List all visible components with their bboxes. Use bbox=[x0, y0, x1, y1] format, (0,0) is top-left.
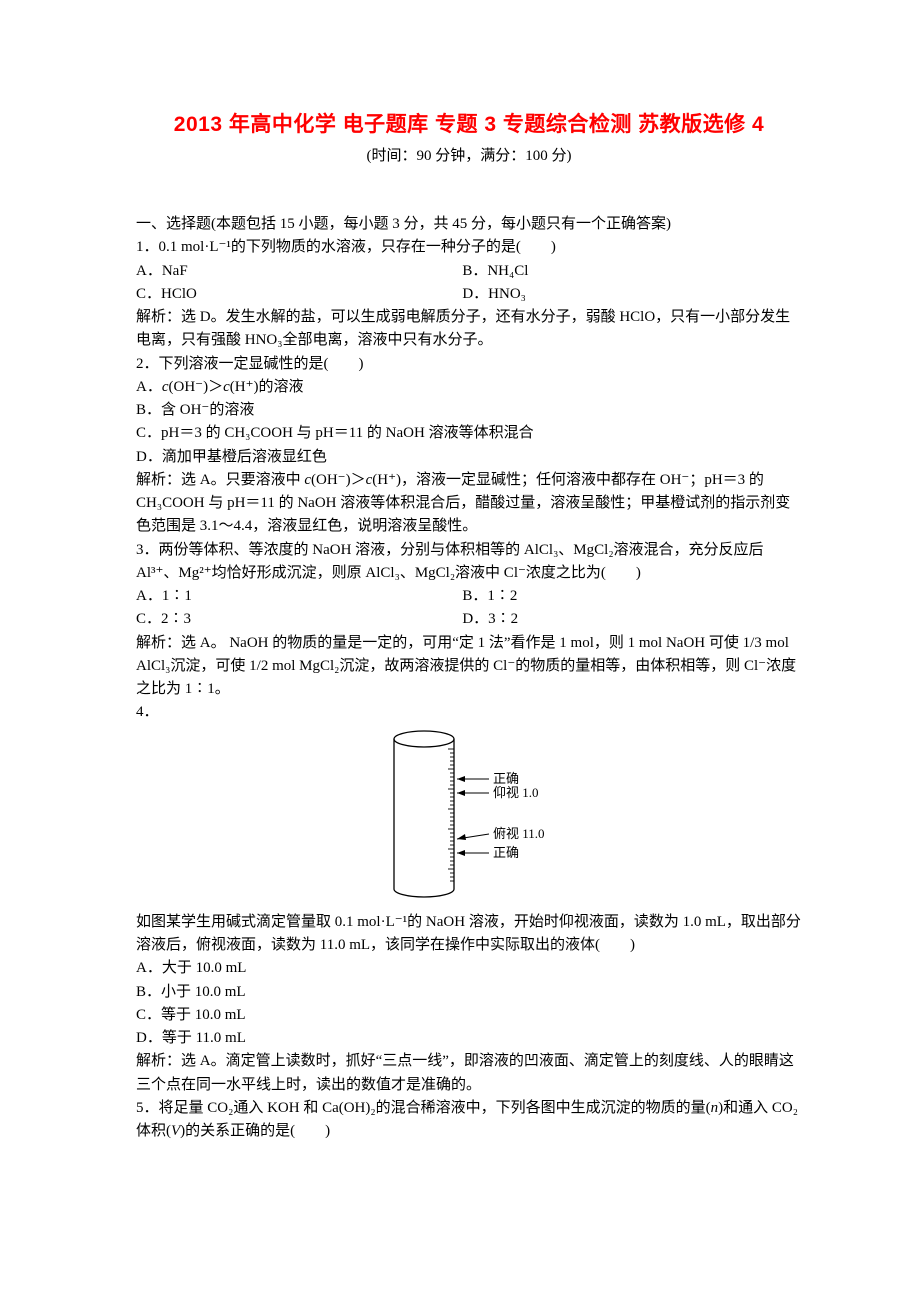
q2-stem: 2．下列溶液一定显碱性的是( ) bbox=[136, 353, 802, 376]
page-title: 2013 年高中化学 电子题库 专题 3 专题综合检测 苏教版选修 4 bbox=[136, 108, 802, 138]
q3-stem: 3．两份等体积、等浓度的 NaOH 溶液，分别与体积相等的 AlCl₃、MgCl… bbox=[136, 539, 802, 586]
q4-after: 如图某学生用碱式滴定管量取 0.1 mol·L⁻¹的 NaOH 溶液，开始时仰视… bbox=[136, 911, 802, 958]
q2-optA-c1: c bbox=[162, 379, 169, 395]
q3-explain: 解析：选 A。 NaOH 的物质的量是一定的，可用“定 1 法”看作是 1 mo… bbox=[136, 632, 802, 702]
q2-optA-mid2: (H⁺)的溶液 bbox=[230, 379, 304, 395]
q2-optD: D．滴加甲基橙后溶液显红色 bbox=[136, 446, 802, 469]
page-subtitle: (时间：90 分钟，满分：100 分) bbox=[136, 144, 802, 165]
q3-optB: B．1∶2 bbox=[462, 588, 517, 604]
q2-explain-mid1: (OH⁻)＞ bbox=[311, 472, 366, 488]
q4-optC: C．等于 10.0 mL bbox=[136, 1004, 802, 1027]
q5-stem-pre: 5．将足量 CO₂通入 KOH 和 Ca(OH)₂的混合稀溶液中，下列各图中生成… bbox=[136, 1100, 711, 1116]
q3-optA: A．1∶1 bbox=[136, 588, 192, 604]
q4-optA: A．大于 10.0 mL bbox=[136, 957, 802, 980]
q1-optA: A．NaF bbox=[136, 263, 188, 279]
q2-explain-c1: c bbox=[304, 472, 311, 488]
q1-explain: 解析：选 D。发生水解的盐，可以生成弱电解质分子，还有水分子，弱酸 HClO，只… bbox=[136, 306, 802, 353]
q3-optC: C．2∶3 bbox=[136, 611, 191, 627]
q2-optA: A．c(OH⁻)＞c(H⁺)的溶液 bbox=[136, 376, 802, 399]
q4-num: 4． bbox=[136, 701, 802, 724]
q3-optD: D．3∶2 bbox=[462, 611, 518, 627]
diagram-label-bot2: 正确 bbox=[493, 845, 519, 860]
burette-diagram: 正确 仰视 1.0 俯视 11.0 正确 bbox=[359, 729, 579, 907]
q4-optB: B．小于 10.0 mL bbox=[136, 981, 802, 1004]
q1-optB: B．NH₄Cl bbox=[462, 263, 528, 279]
q1-optC: C．HClO bbox=[136, 286, 197, 302]
diagram-label-top1: 正确 bbox=[493, 771, 519, 786]
q2-optA-c2: c bbox=[223, 379, 230, 395]
q4-optD: D．等于 11.0 mL bbox=[136, 1027, 802, 1050]
q2-explain: 解析：选 A。只要溶液中 c(OH⁻)＞c(H⁺)，溶液一定显碱性；任何溶液中都… bbox=[136, 469, 802, 539]
q2-optB: B．含 OH⁻的溶液 bbox=[136, 399, 802, 422]
q2-explain-pre: 解析：选 A。只要溶液中 bbox=[136, 472, 304, 488]
q2-optC: C．pH＝3 的 CH₃COOH 与 pH＝11 的 NaOH 溶液等体积混合 bbox=[136, 422, 802, 445]
q1-optD: D．HNO₃ bbox=[462, 286, 526, 302]
q2-optA-mid1: (OH⁻)＞ bbox=[169, 379, 224, 395]
diagram-label-top2: 仰视 1.0 bbox=[493, 785, 539, 800]
q5-stem-end: )的关系正确的是( ) bbox=[180, 1123, 330, 1139]
q2-optA-pre: A． bbox=[136, 379, 162, 395]
diagram-label-bot1: 俯视 11.0 bbox=[493, 826, 545, 841]
q5-stem-n: n bbox=[711, 1100, 719, 1116]
q5-stem: 5．将足量 CO₂通入 KOH 和 Ca(OH)₂的混合稀溶液中，下列各图中生成… bbox=[136, 1097, 802, 1144]
q4-explain: 解析：选 A。滴定管上读数时，抓好“三点一线”，即溶液的凹液面、滴定管上的刻度线… bbox=[136, 1050, 802, 1097]
section-heading: 一、选择题(本题包括 15 小题，每小题 3 分，共 45 分，每小题只有一个正… bbox=[136, 213, 802, 236]
q1-stem: 1．0.1 mol·L⁻¹的下列物质的水溶液，只存在一种分子的是( ) bbox=[136, 236, 802, 259]
q5-stem-V: V bbox=[171, 1123, 180, 1139]
